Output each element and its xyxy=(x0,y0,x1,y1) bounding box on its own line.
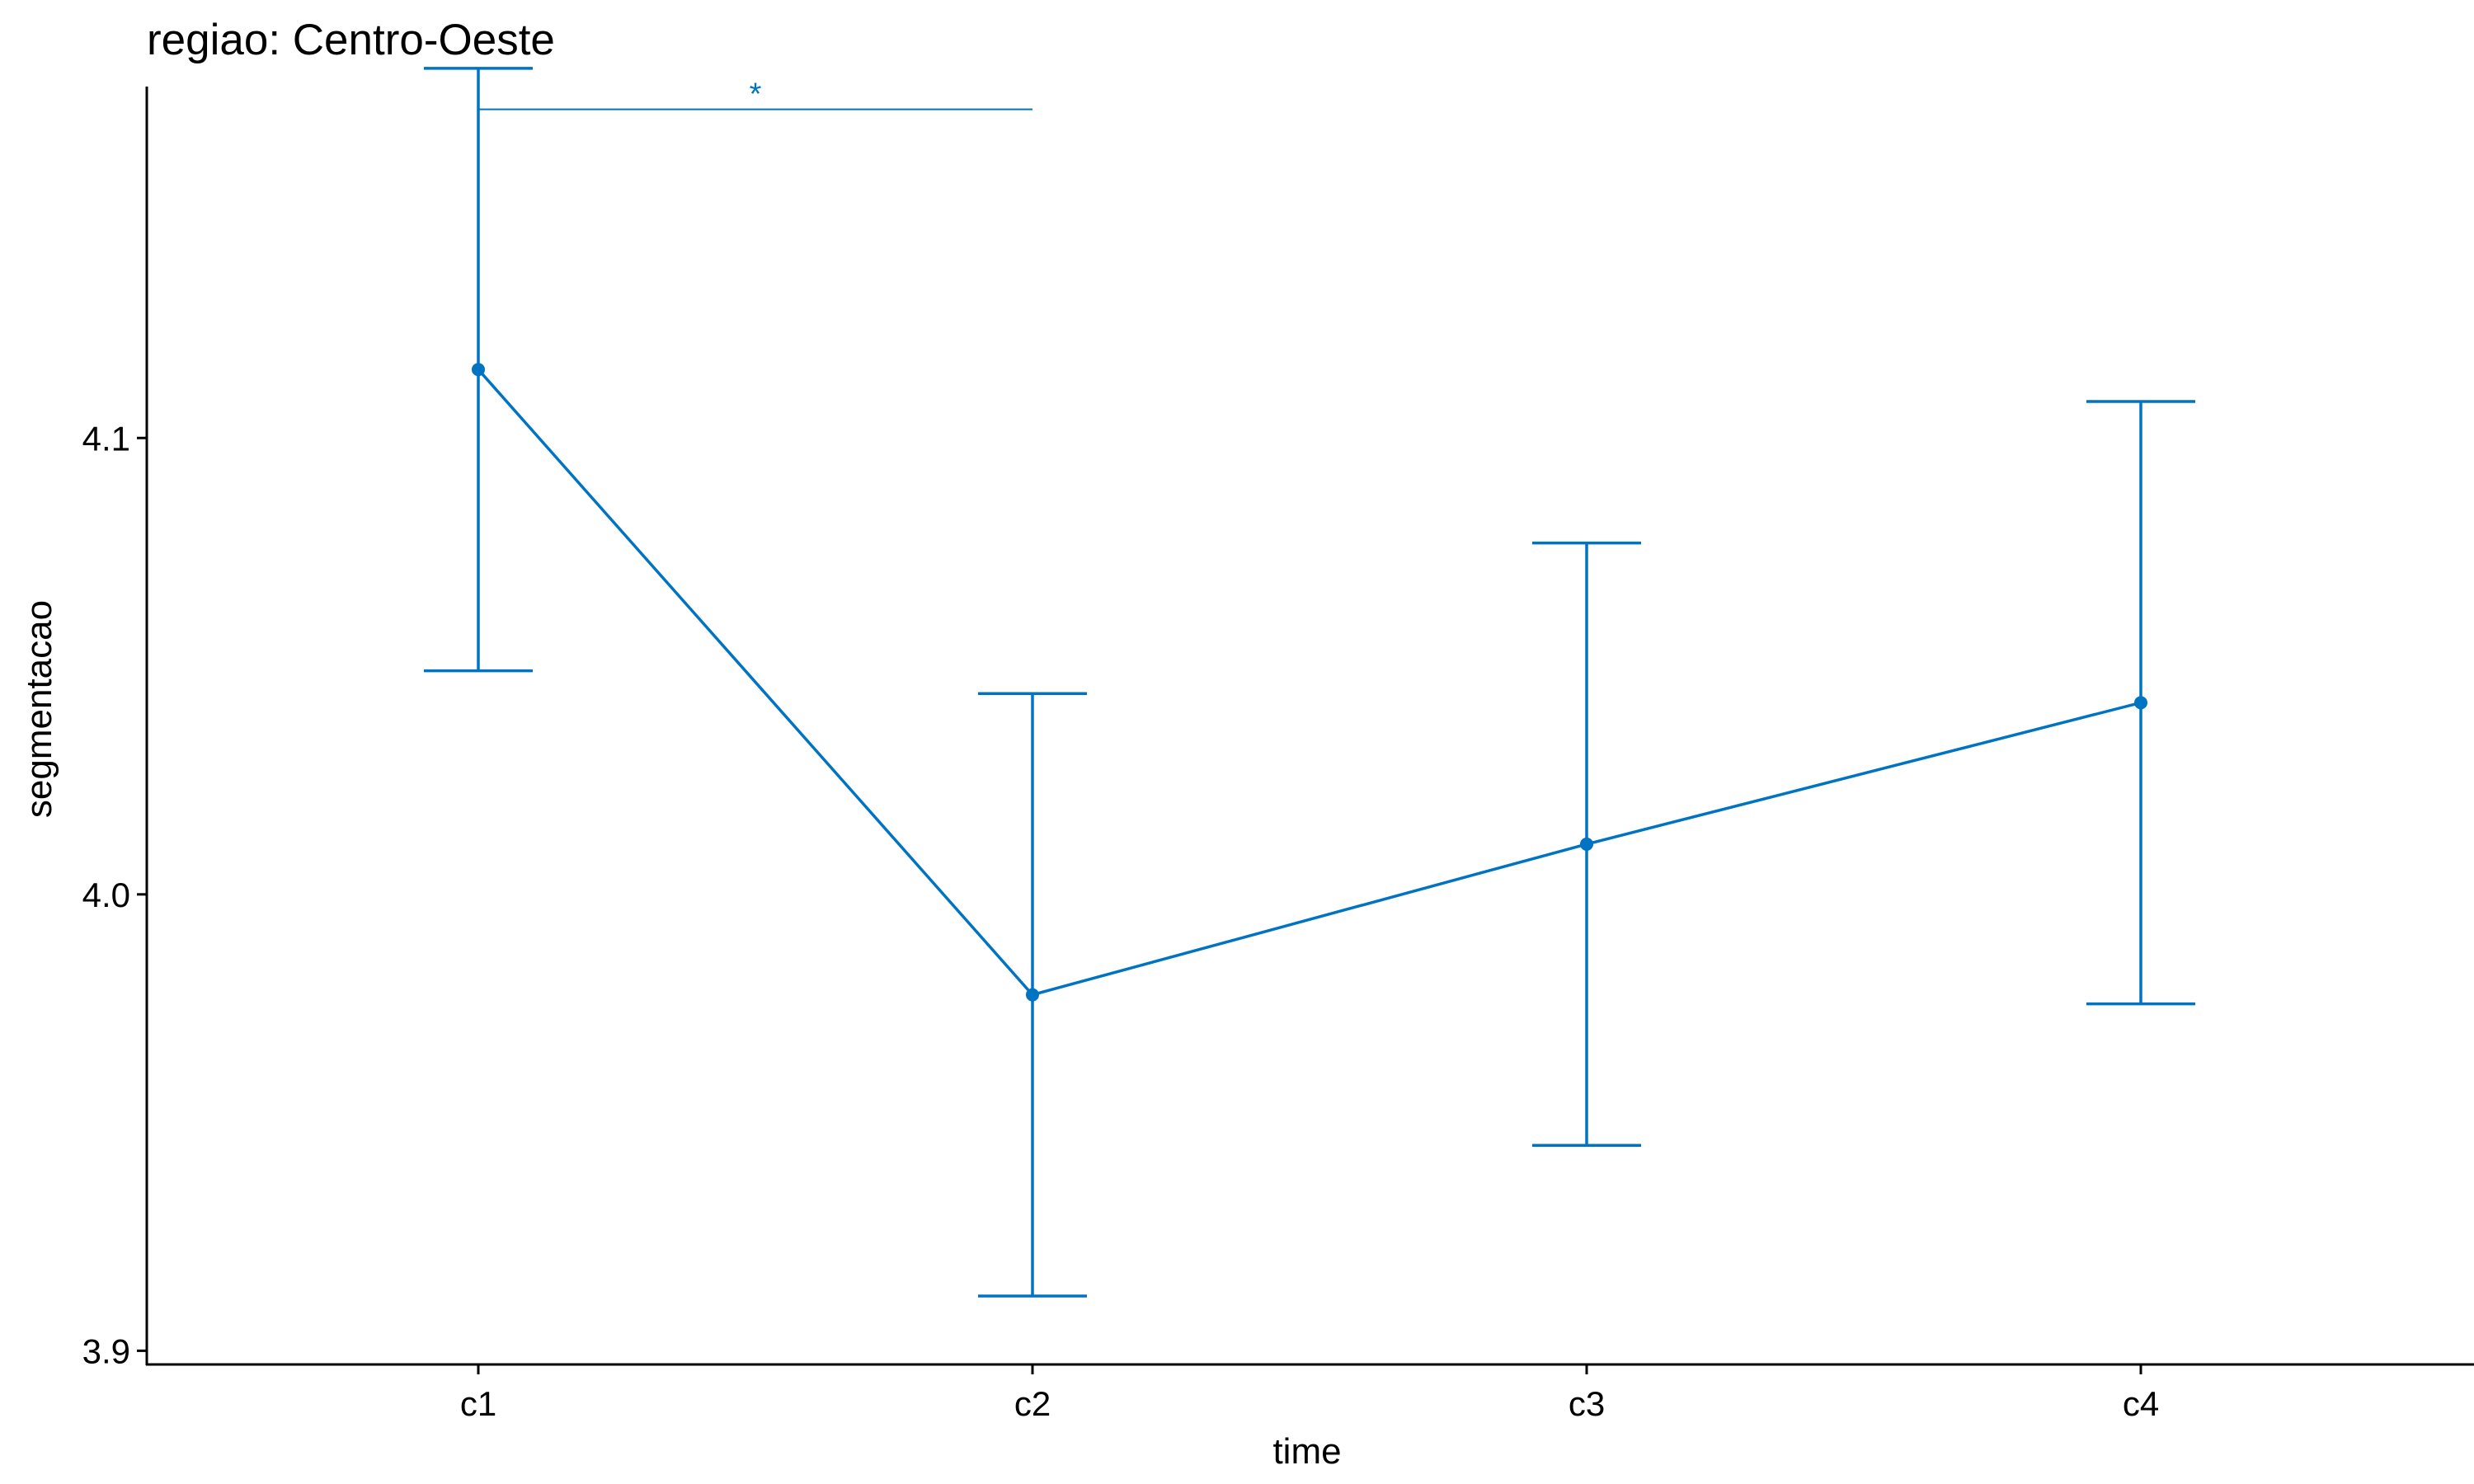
data-point-c3 xyxy=(1580,837,1593,851)
x-tick-label: c3 xyxy=(1569,1384,1605,1423)
x-tick-label: c1 xyxy=(460,1384,496,1423)
y-axis-title: segmentacao xyxy=(19,600,59,818)
data-point-c1 xyxy=(472,363,485,377)
plot-area: 3.9 4.0 4.1 c1 c2 c3 c4 * xyxy=(82,67,2474,1423)
y-tick-label: 4.0 xyxy=(82,876,130,914)
significance-label: * xyxy=(750,77,762,112)
data-point-c4 xyxy=(2134,696,2147,710)
x-tick-label: c4 xyxy=(2123,1384,2159,1423)
series-line xyxy=(477,369,2142,997)
y-tick-label: 3.9 xyxy=(82,1331,130,1370)
x-tick-label: c2 xyxy=(1014,1384,1051,1423)
chart-title: regiao: Centro-Oeste xyxy=(147,16,555,64)
data-point-c2 xyxy=(1026,988,1039,1002)
y-tick-label: 4.1 xyxy=(82,419,130,458)
x-axis-title: time xyxy=(1272,1431,1341,1472)
